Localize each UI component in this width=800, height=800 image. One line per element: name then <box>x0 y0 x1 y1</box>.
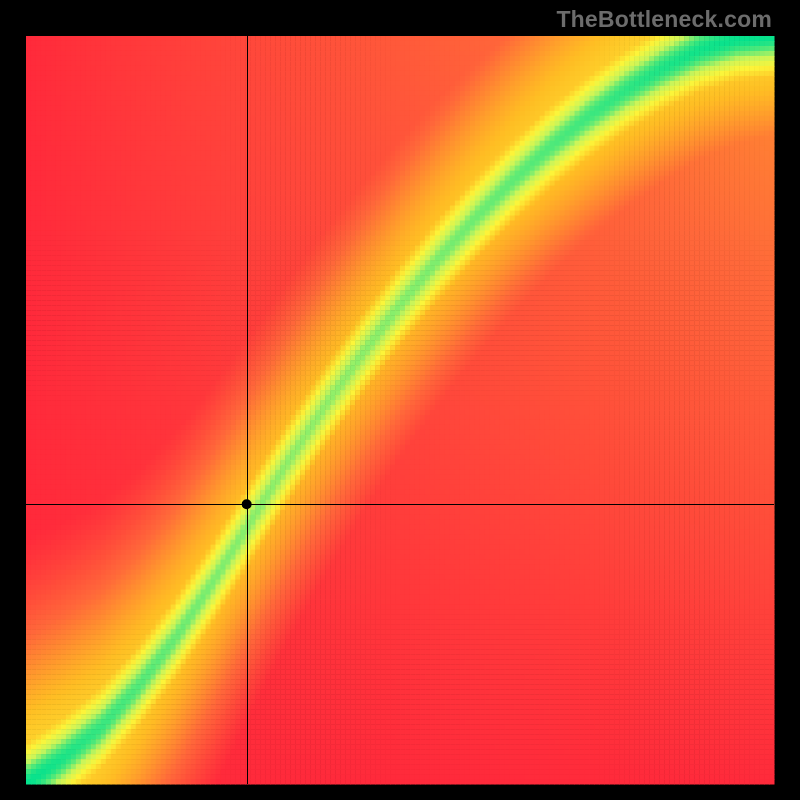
chart-container: TheBottleneck.com <box>0 0 800 800</box>
watermark-text: TheBottleneck.com <box>556 6 772 33</box>
heatmap-canvas <box>0 0 800 800</box>
